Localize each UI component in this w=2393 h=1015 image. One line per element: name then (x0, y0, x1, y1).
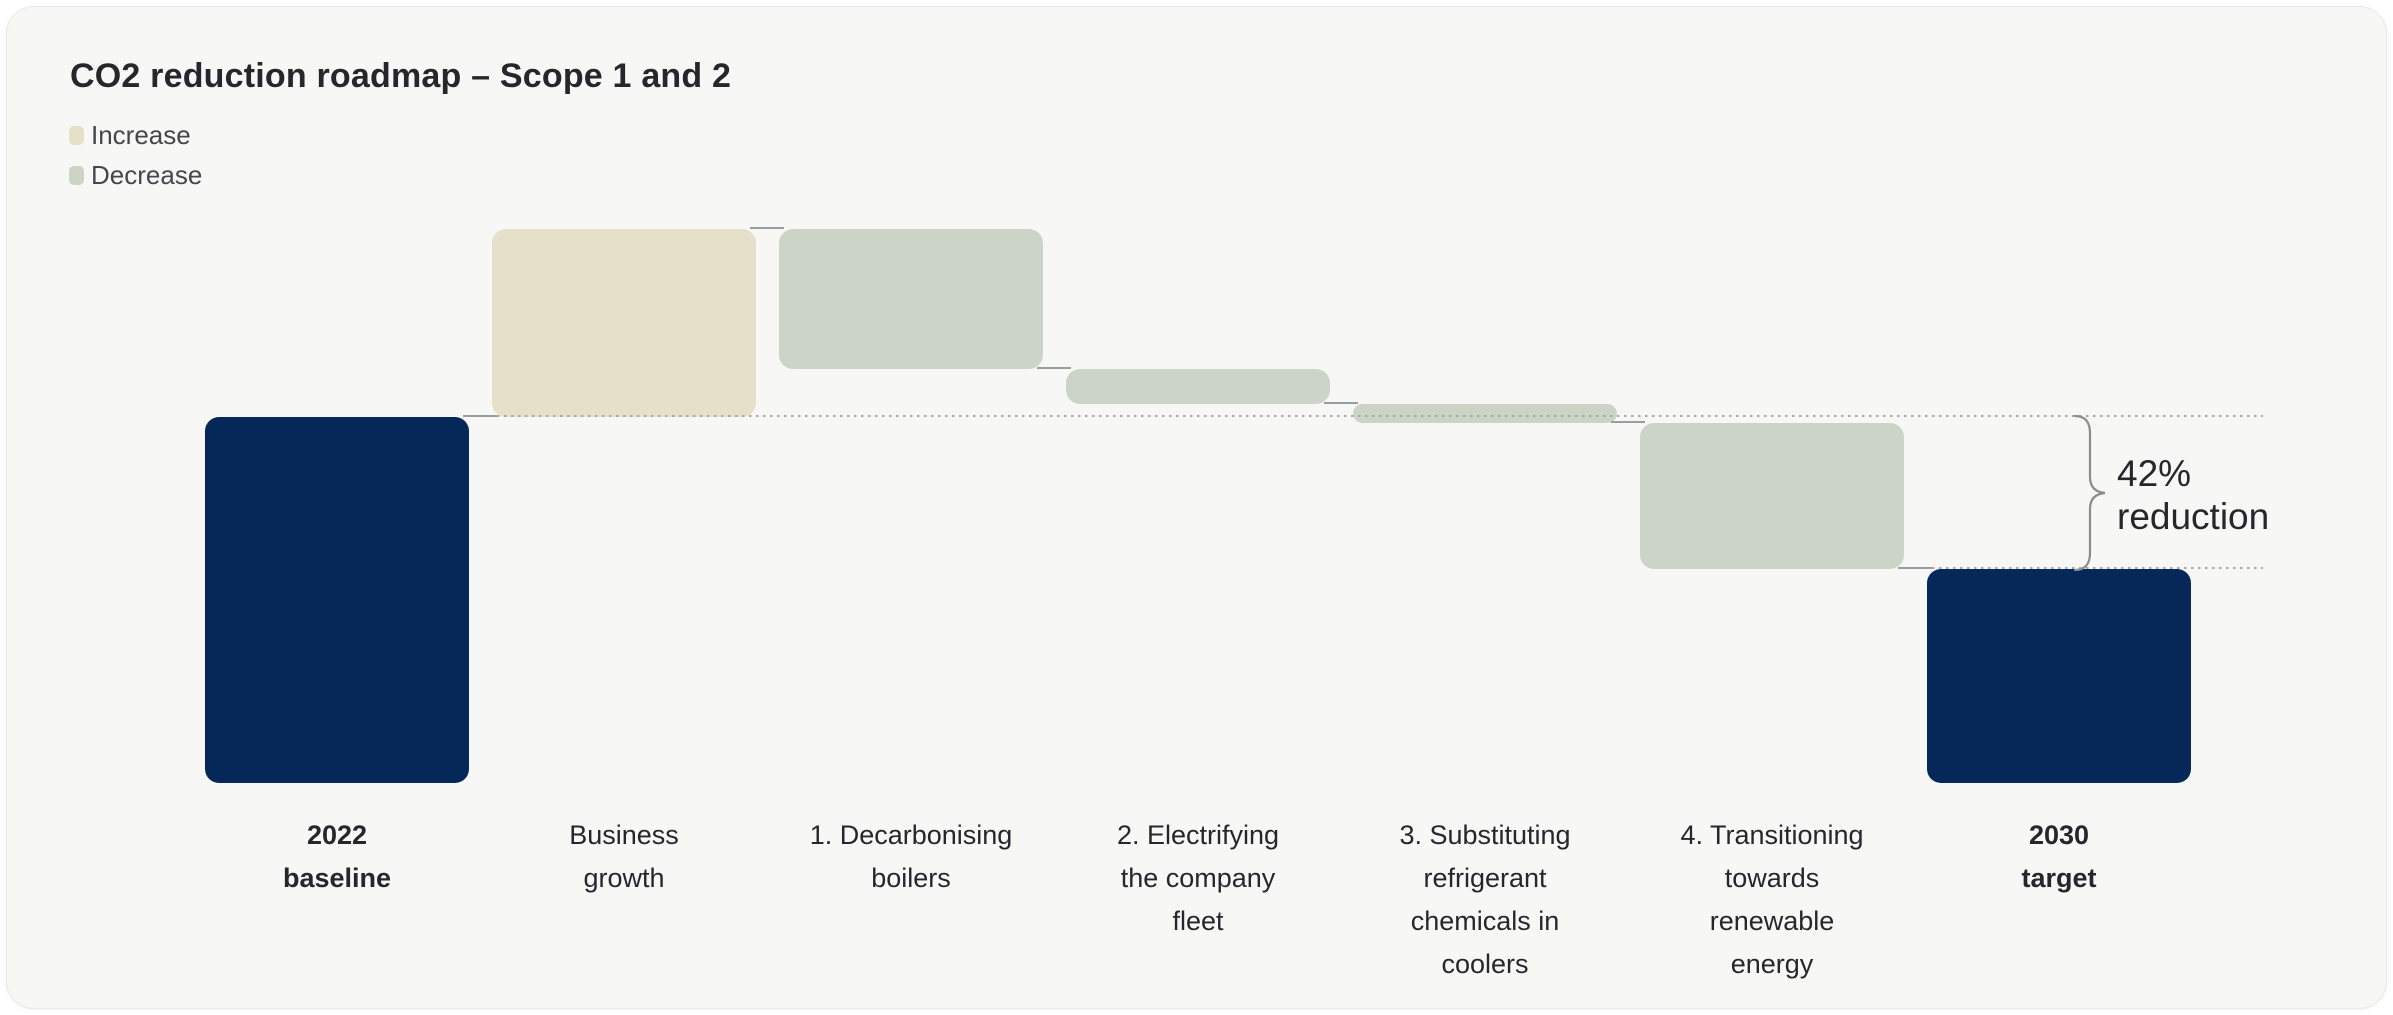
category-label-substituting-refrigerants: 3. Substituting refrigerant chemicals in… (1399, 820, 1571, 979)
category-label-2030-target: 2030 target (2021, 820, 2097, 893)
step-connector (463, 415, 497, 417)
bar-2022-baseline (205, 417, 469, 783)
bar-business-growth (492, 229, 756, 417)
legend-label-increase: Increase (91, 119, 191, 150)
decrease-swatch-icon (69, 165, 84, 185)
legend-label-decrease: Decrease (91, 159, 203, 190)
bar-2030-target (1927, 569, 2191, 783)
bar-substituting-refrigerants (1353, 404, 1617, 423)
category-label-2022-baseline: 2022 baseline (282, 820, 392, 893)
step-connector (1324, 402, 1358, 404)
step-connector (1898, 567, 1932, 569)
category-label-renewable-energy: 4. Transitioning towards renewable energ… (1680, 820, 1864, 979)
category-label-business-growth: Business growth (569, 820, 679, 893)
legend-item-increase: Increase (69, 120, 202, 150)
step-connector (750, 227, 784, 229)
legend-item-decrease: Decrease (69, 160, 202, 190)
legend: Increase Decrease (69, 120, 202, 200)
chart-title: CO2 reduction roadmap – Scope 1 and 2 (70, 57, 732, 95)
reduction-brace-icon (2073, 415, 2106, 571)
category-label-electrifying-fleet: 2. Electrifying the company fleet (1116, 820, 1280, 936)
step-connector (1611, 421, 1645, 423)
category-label-decarbonising-boilers: 1. Decarbonising boilers (809, 820, 1013, 893)
bar-electrifying-fleet (1066, 369, 1330, 404)
bar-decarbonising-boilers (779, 229, 1043, 369)
reduction-annotation: 42% reduction (2117, 453, 2270, 537)
baseline-reference-dotted-line (469, 415, 2263, 417)
increase-swatch-icon (69, 125, 84, 145)
step-connector (1037, 367, 1071, 369)
bar-renewable-energy (1640, 423, 1904, 569)
